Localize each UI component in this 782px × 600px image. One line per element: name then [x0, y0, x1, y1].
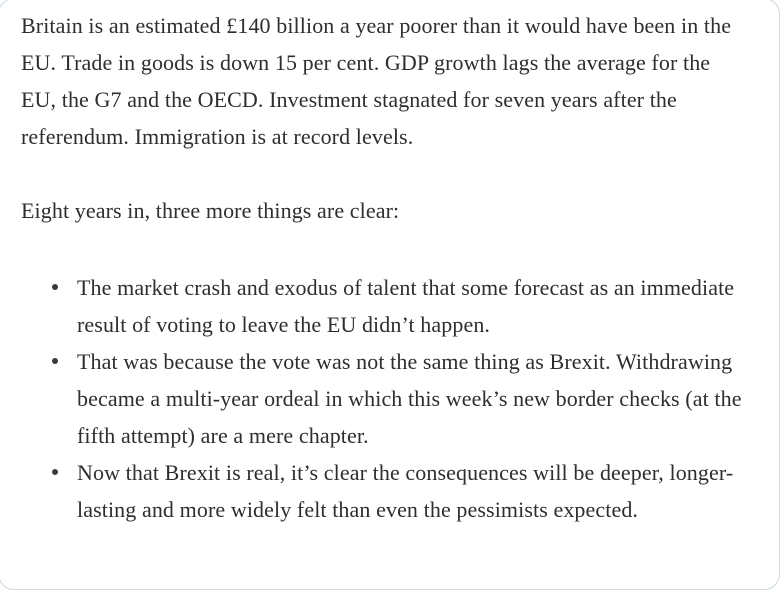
intro-paragraph: Britain is an estimated £140 billion a y…	[21, 13, 732, 149]
key-points-list: The market crash and exodus of talent th…	[21, 269, 749, 528]
list-item-text: That was because the vote was not the sa…	[77, 349, 742, 448]
list-item: The market crash and exodus of talent th…	[52, 269, 749, 343]
list-item: Now that Brexit is real, it’s clear the …	[52, 454, 749, 528]
bullet-icon	[52, 469, 58, 475]
list-item: That was because the vote was not the sa…	[52, 343, 749, 454]
lead-in-paragraph: Eight years in, three more things are cl…	[21, 198, 400, 223]
bullet-icon	[52, 358, 58, 364]
article-body: Britain is an estimated £140 billion a y…	[21, 13, 749, 528]
list-item-text: The market crash and exodus of talent th…	[77, 275, 735, 337]
list-item-text: Now that Brexit is real, it’s clear the …	[77, 460, 734, 522]
bullet-icon	[52, 284, 58, 290]
